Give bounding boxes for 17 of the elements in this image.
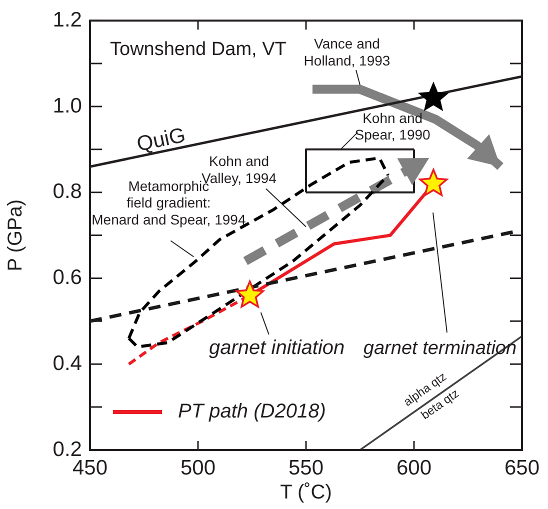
x-axis-title: T (˚C): [280, 482, 332, 504]
annotation: Kohn and Spear, 1990: [354, 110, 431, 143]
annotation: garnet initiation: [209, 336, 345, 359]
y-tick-label: 0.6: [52, 266, 82, 290]
annotation: Vance and Holland, 1993: [304, 35, 390, 68]
x-tick-label: 600: [396, 456, 432, 480]
legend-label: PT path (D2018): [178, 400, 326, 423]
y-tick-label: 1.2: [52, 8, 82, 32]
y-tick-label: 1.0: [52, 94, 82, 118]
annotation: QuiG: [134, 124, 188, 156]
x-tick-label: 550: [288, 456, 324, 480]
x-tick-label: 500: [180, 456, 216, 480]
y-axis-title: P (GPa): [4, 199, 27, 272]
x-tick-label: 650: [504, 456, 540, 480]
text: Townshend Dam, VT: [110, 38, 287, 60]
y-tick-label: 0.8: [52, 180, 82, 204]
y-tick-label: 0.4: [52, 352, 82, 375]
